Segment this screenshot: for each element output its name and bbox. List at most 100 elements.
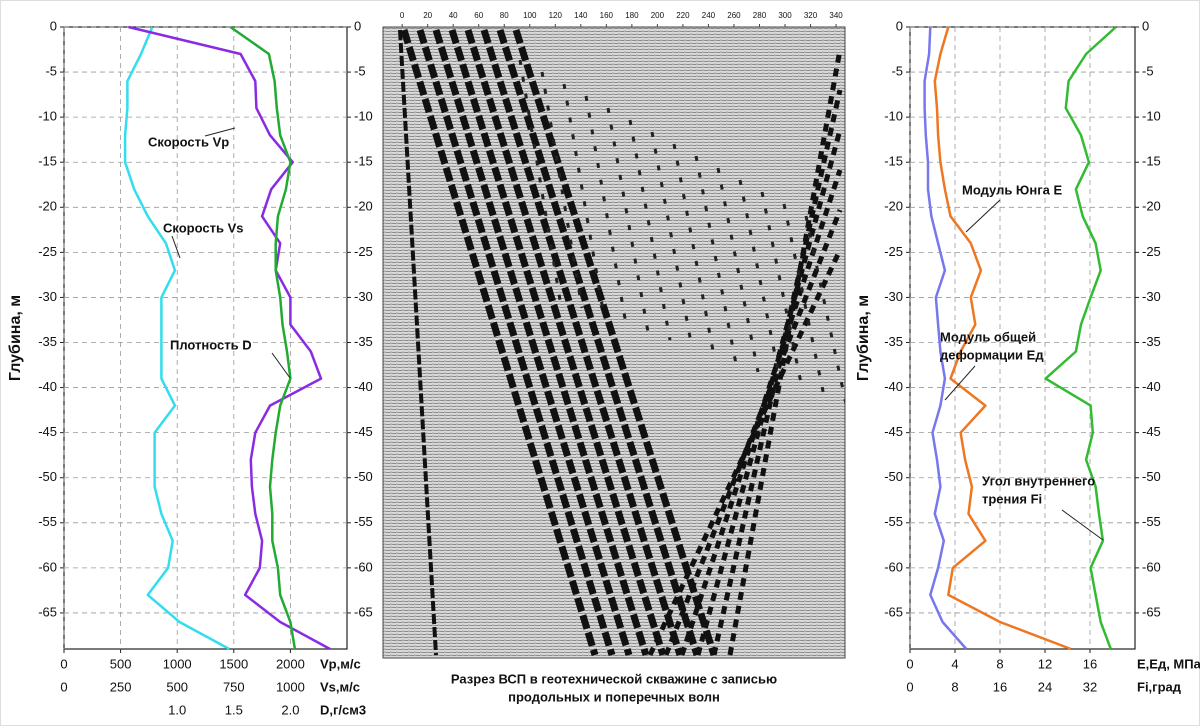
y-tick-label: -40 (884, 379, 903, 394)
wave-stripe (518, 59, 562, 301)
annotation-leader (171, 235, 181, 259)
annotation: трения Fi (982, 491, 1042, 506)
annotation: Скорость Vs (163, 220, 243, 235)
y-tick-label: 0 (354, 18, 361, 33)
y-tick-label: 0 (1142, 18, 1149, 33)
y-tick-label: -65 (1142, 604, 1161, 619)
x-tick-label: 260 (727, 11, 741, 20)
x-tick-label: 750 (223, 679, 245, 694)
y-tick-label: 0 (50, 18, 57, 33)
x-tick-label: 0 (906, 679, 913, 694)
y-tick-label: -50 (884, 469, 903, 484)
x-tick-label: 20 (423, 11, 432, 20)
y-tick-label: -30 (38, 289, 57, 304)
y-tick-label: -45 (1142, 424, 1161, 439)
x-tick-label: 240 (702, 11, 716, 20)
wave-stripe (464, 28, 667, 657)
x-tick-label: 1000 (276, 679, 305, 694)
y-tick-label: -45 (354, 424, 373, 439)
data-line (128, 25, 331, 651)
y-tick-label: -55 (884, 514, 903, 529)
wave-stripe (628, 119, 672, 341)
x-tick-label: 200 (651, 11, 665, 20)
x-tick-label: 12 (1038, 656, 1052, 671)
y-tick-label: -5 (891, 64, 903, 79)
y-tick-label: -5 (45, 64, 57, 79)
wave-stripe (606, 107, 650, 333)
y-tick-label: -40 (1142, 379, 1161, 394)
x-tick-label: 500 (166, 679, 188, 694)
y-tick-label: -60 (884, 559, 903, 574)
y-tick-label: -55 (354, 514, 373, 529)
y-tick-label: -30 (354, 289, 373, 304)
data-line (1044, 26, 1117, 650)
wave-stripe (540, 71, 584, 309)
plot-frame (909, 26, 1136, 650)
annotation: Скорость Vp (148, 134, 229, 149)
y-tick-label: -35 (1142, 334, 1161, 349)
x-tick-label: 0 (906, 656, 913, 671)
annotation: деформации Ед (940, 347, 1044, 362)
annotation-leader (1061, 509, 1104, 541)
y-tick-label: -65 (354, 604, 373, 619)
y-tick-label: 0 (896, 18, 903, 33)
wave-stripe (480, 28, 684, 657)
y-tick-label: -45 (884, 424, 903, 439)
x-tick-label: 220 (676, 11, 690, 20)
wave-stripe (398, 29, 438, 656)
annotation-leader (204, 127, 236, 137)
annotation-leader (271, 352, 291, 379)
x-tick-label: 1.0 (168, 702, 186, 717)
x-tick-label: 80 (500, 11, 509, 20)
x-tick-label: 8 (951, 679, 958, 694)
x-tick-label: 60 (474, 11, 483, 20)
x-axis-label: Vp,м/с (320, 656, 361, 671)
wave-stripe (695, 129, 843, 656)
y-tick-label: -50 (1142, 469, 1161, 484)
wave-stripe (672, 143, 716, 357)
y-tick-label: -40 (354, 379, 373, 394)
caption: Разрез ВСП в геотехнической скважине с з… (451, 671, 777, 686)
annotation: Модуль общей (940, 329, 1036, 344)
x-tick-label: 140 (574, 11, 588, 20)
x-tick-label: 2000 (276, 656, 305, 671)
wave-stripe (416, 28, 616, 657)
wave-stripe (400, 28, 599, 657)
y-axis-label: Глубина, м (855, 295, 872, 381)
x-tick-label: 16 (1083, 656, 1097, 671)
y-tick-label: -55 (38, 514, 57, 529)
x-tick-label: 0 (60, 679, 67, 694)
y-tick-label: -10 (1142, 109, 1161, 124)
y-tick-label: -60 (38, 559, 57, 574)
y-tick-label: -35 (38, 334, 57, 349)
annotation-leader (965, 199, 1001, 233)
y-tick-label: -35 (354, 334, 373, 349)
x-tick-label: 280 (753, 11, 767, 20)
y-tick-label: -60 (1142, 559, 1161, 574)
wave-stripe (448, 28, 650, 657)
wave-stripe (496, 28, 701, 657)
y-tick-label: -10 (354, 109, 373, 124)
y-tick-label: -65 (38, 604, 57, 619)
wave-stripe (647, 248, 843, 657)
wave-stripe (650, 131, 694, 349)
y-tick-label: -15 (1142, 154, 1161, 169)
caption: продольных и поперечных волн (508, 689, 720, 704)
x-tick-label: 100 (523, 11, 537, 20)
y-tick-label: -15 (884, 154, 903, 169)
y-tick-label: -40 (38, 379, 57, 394)
x-tick-label: 24 (1038, 679, 1052, 694)
x-tick-label: 1.5 (225, 702, 243, 717)
y-tick-label: -45 (38, 424, 57, 439)
x-axis-label: D,г/см3 (320, 702, 366, 717)
wave-stripe (716, 167, 760, 373)
x-tick-label: 500 (110, 656, 132, 671)
y-tick-label: -20 (884, 199, 903, 214)
x-axis-label: Fi,град (1137, 679, 1182, 694)
y-tick-label: -50 (354, 469, 373, 484)
y-tick-label: -10 (38, 109, 57, 124)
annotation: Плотность D (170, 337, 252, 352)
plot-frame (382, 26, 846, 659)
y-tick-label: -25 (38, 244, 57, 259)
y-tick-label: -65 (884, 604, 903, 619)
